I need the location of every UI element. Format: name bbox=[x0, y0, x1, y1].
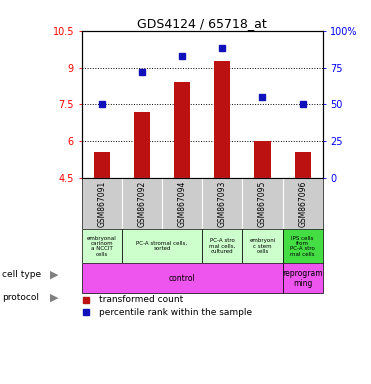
Bar bbox=[255, 141, 270, 178]
Bar bbox=[283, 178, 323, 229]
Text: GSM867094: GSM867094 bbox=[178, 180, 187, 227]
Text: GSM867091: GSM867091 bbox=[97, 180, 106, 227]
Text: PC-A stromal cells,
sorted: PC-A stromal cells, sorted bbox=[137, 241, 188, 252]
Title: GDS4124 / 65718_at: GDS4124 / 65718_at bbox=[137, 17, 267, 30]
Text: percentile rank within the sample: percentile rank within the sample bbox=[99, 308, 252, 317]
Bar bbox=[82, 229, 122, 263]
Text: ▶: ▶ bbox=[50, 293, 58, 303]
Text: control: control bbox=[169, 274, 196, 283]
Text: GSM867096: GSM867096 bbox=[298, 180, 307, 227]
Bar bbox=[82, 263, 283, 293]
Text: GSM867095: GSM867095 bbox=[258, 180, 267, 227]
Bar bbox=[174, 82, 190, 178]
Bar bbox=[283, 229, 323, 263]
Bar bbox=[134, 112, 150, 178]
Bar bbox=[283, 263, 323, 293]
Bar bbox=[162, 178, 202, 229]
Text: IPS cells
from
PC-A stro
mal cells: IPS cells from PC-A stro mal cells bbox=[290, 235, 315, 257]
Text: transformed count: transformed count bbox=[99, 295, 183, 304]
Bar bbox=[94, 152, 110, 178]
Bar bbox=[295, 152, 311, 178]
Text: embryonal
carinom
a NCCIT
cells: embryonal carinom a NCCIT cells bbox=[87, 235, 116, 257]
Text: reprogram
ming: reprogram ming bbox=[282, 269, 323, 288]
Text: cell type: cell type bbox=[2, 270, 41, 279]
Bar bbox=[214, 61, 230, 178]
Text: embryoni
c stem
cells: embryoni c stem cells bbox=[249, 238, 276, 254]
Bar bbox=[122, 178, 162, 229]
Bar bbox=[202, 229, 242, 263]
Bar bbox=[202, 178, 242, 229]
Text: ▶: ▶ bbox=[50, 270, 58, 280]
Bar bbox=[82, 178, 122, 229]
Text: protocol: protocol bbox=[2, 293, 39, 302]
Text: GSM867092: GSM867092 bbox=[137, 180, 147, 227]
Text: GSM867093: GSM867093 bbox=[218, 180, 227, 227]
Bar bbox=[122, 229, 202, 263]
Text: PC-A stro
mal cells,
cultured: PC-A stro mal cells, cultured bbox=[209, 238, 236, 254]
Bar bbox=[242, 178, 283, 229]
Bar bbox=[242, 229, 283, 263]
